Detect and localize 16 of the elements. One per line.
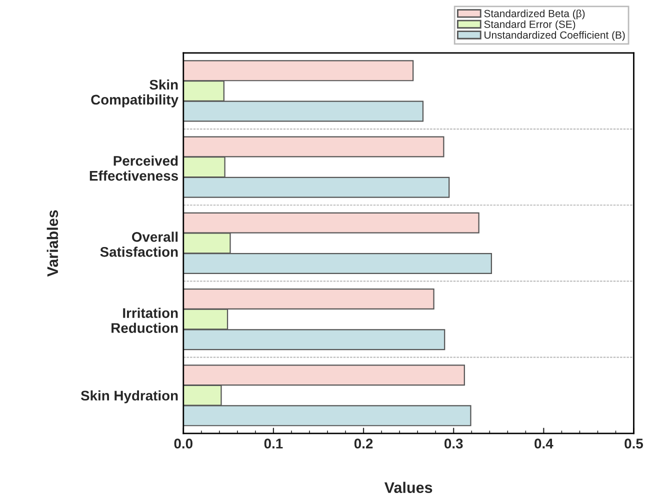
x-tick-label: 0.2 bbox=[354, 438, 373, 449]
x-tick-label: 0.3 bbox=[444, 438, 463, 449]
x-tick-label: 0.4 bbox=[534, 438, 554, 449]
x-tick-label: 0.0 bbox=[174, 438, 192, 449]
x-tick-label: 0.1 bbox=[264, 438, 283, 449]
legend-label: Unstandardized Coefficient (B) bbox=[484, 31, 625, 41]
legend-label: Standardized Beta (β) bbox=[484, 10, 585, 20]
y-tick-label: Skin Hydration bbox=[80, 390, 178, 404]
x-tick-label: 0.5 bbox=[624, 438, 644, 449]
y-tick-label: Skin Compatibility bbox=[91, 79, 178, 108]
x-axis-title: Values bbox=[384, 482, 432, 494]
y-axis-title: Variables bbox=[46, 210, 58, 277]
y-tick-label: Perceived Effectiveness bbox=[90, 156, 178, 181]
y-tick-label: Irritation Reduction bbox=[112, 308, 178, 333]
legend-label: Standard Error (SE) bbox=[484, 20, 576, 30]
y-tick-label: Overall Satisfaction bbox=[100, 232, 178, 257]
